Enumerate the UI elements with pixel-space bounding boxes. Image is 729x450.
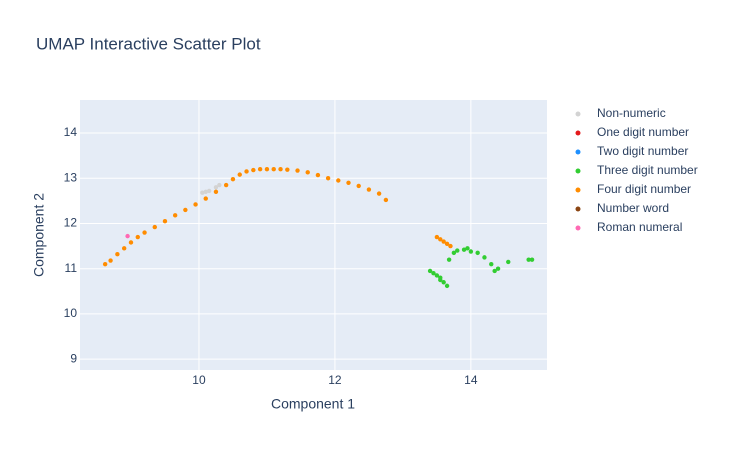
- legend-swatch: [575, 225, 581, 231]
- point: [257, 166, 263, 172]
- point: [427, 268, 433, 274]
- x-tick-label: 12: [328, 373, 342, 387]
- point: [489, 261, 494, 267]
- point: [492, 268, 497, 274]
- legend-label: Roman numeral: [597, 220, 682, 234]
- point: [142, 230, 147, 235]
- point: [152, 224, 157, 230]
- legend-label: Non-numeric: [597, 106, 666, 120]
- point: [128, 240, 134, 245]
- point: [251, 167, 256, 173]
- point: [376, 191, 382, 196]
- point: [305, 170, 310, 175]
- point: [495, 266, 501, 271]
- point: [217, 182, 222, 188]
- plot-area: [80, 100, 547, 370]
- x-tick-label: 14: [464, 373, 478, 387]
- point: [135, 234, 140, 240]
- legend-label: Two digit number: [597, 144, 688, 158]
- x-axis-title: Component 1: [271, 396, 355, 412]
- point: [434, 234, 440, 240]
- point: [455, 248, 460, 253]
- point: [526, 257, 531, 262]
- point: [468, 249, 474, 254]
- point: [244, 169, 249, 174]
- point: [200, 190, 205, 195]
- point: [482, 255, 487, 260]
- point: [438, 237, 443, 242]
- point: [366, 187, 372, 192]
- y-axis-title: Component 2: [31, 193, 47, 277]
- point: [172, 213, 178, 218]
- point: [193, 202, 198, 207]
- legend-swatch: [575, 149, 581, 155]
- point: [448, 243, 453, 249]
- point: [183, 207, 188, 213]
- chart-title: UMAP Interactive Scatter Plot: [36, 34, 261, 53]
- point: [434, 273, 440, 278]
- point: [285, 167, 290, 172]
- point: [223, 182, 229, 188]
- point: [108, 258, 113, 263]
- point: [346, 180, 351, 185]
- legend-swatch: [575, 111, 581, 117]
- point: [264, 166, 270, 172]
- point: [461, 247, 467, 252]
- point: [237, 172, 242, 177]
- point: [465, 246, 470, 251]
- y-tick-label: 11: [65, 261, 78, 275]
- point: [121, 246, 127, 251]
- point: [438, 277, 443, 283]
- legend-label: Four digit number: [597, 182, 691, 196]
- point: [115, 252, 120, 257]
- legend-swatch: [575, 130, 581, 136]
- point: [213, 189, 219, 195]
- y-tick-label: 14: [64, 125, 78, 139]
- point: [230, 176, 236, 182]
- point: [383, 197, 389, 203]
- point: [336, 178, 341, 183]
- y-tick-label: 9: [70, 351, 77, 365]
- point: [506, 259, 511, 265]
- point: [475, 250, 480, 256]
- point: [203, 196, 208, 201]
- point: [451, 250, 457, 256]
- legend-swatch: [575, 206, 581, 212]
- legend-swatch: [575, 187, 581, 193]
- legend-swatch: [575, 168, 581, 174]
- point: [162, 219, 168, 224]
- y-tick-label: 10: [64, 306, 78, 320]
- point: [125, 233, 130, 239]
- y-tick-label: 12: [64, 216, 78, 230]
- point: [444, 283, 450, 289]
- point: [356, 183, 361, 189]
- point: [446, 257, 452, 262]
- legend-label: One digit number: [597, 125, 689, 139]
- point: [441, 239, 446, 244]
- point: [325, 176, 331, 181]
- point: [206, 188, 212, 194]
- point: [529, 257, 535, 262]
- point: [102, 261, 108, 267]
- point: [444, 241, 450, 247]
- point: [431, 271, 436, 276]
- legend-label: Three digit number: [597, 163, 698, 177]
- point: [271, 166, 276, 172]
- legend-label: Number word: [597, 201, 669, 215]
- y-tick-label: 13: [64, 170, 78, 184]
- point: [441, 280, 446, 285]
- x-tick-label: 10: [192, 373, 206, 387]
- point: [213, 185, 219, 190]
- point: [278, 166, 283, 172]
- point: [315, 172, 321, 178]
- point: [295, 168, 300, 173]
- point: [203, 189, 208, 195]
